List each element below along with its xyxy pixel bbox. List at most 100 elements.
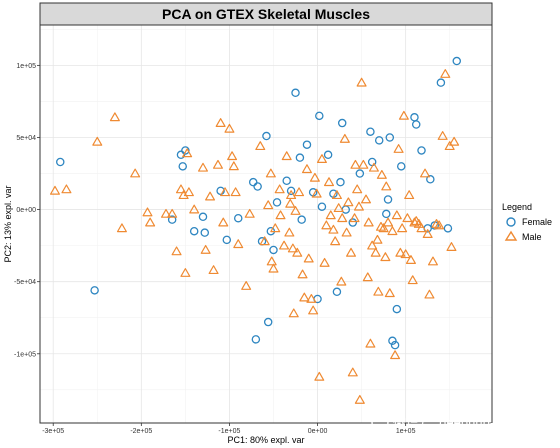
male-point	[309, 172, 320, 182]
male-point	[308, 305, 319, 315]
male-point	[268, 263, 279, 273]
female-point	[426, 175, 435, 184]
male-point	[422, 229, 433, 238]
male-point	[285, 198, 296, 208]
male-point	[407, 275, 418, 285]
female-point	[181, 146, 190, 155]
watermark-text: 微信号: deephub-imba	[393, 415, 523, 430]
male-point	[167, 208, 178, 218]
male-point	[427, 256, 438, 266]
male-point	[218, 217, 229, 227]
female-point	[198, 212, 208, 222]
male-point	[405, 255, 416, 264]
male-point	[347, 367, 358, 377]
x-axis-label: PC1: 80% expl. var	[227, 435, 304, 445]
male-point	[189, 204, 200, 214]
watermark: 微信号: deephub-imba	[371, 413, 523, 431]
male-point	[375, 221, 386, 231]
male-point	[182, 148, 193, 158]
y-tick-label: 0e+00	[16, 207, 36, 214]
male-point	[330, 236, 341, 246]
series-female-points	[56, 56, 462, 350]
female-point	[388, 336, 397, 346]
male-point	[178, 190, 189, 200]
male-point	[198, 162, 209, 172]
chart-title: PCA on GTEX Skeletal Muscles	[162, 6, 370, 22]
male-point	[145, 217, 156, 227]
male-point	[331, 190, 342, 200]
male-point	[352, 184, 363, 194]
female-point	[282, 176, 291, 185]
male-point	[49, 185, 60, 195]
male-point	[208, 265, 219, 275]
plot-panel-border	[39, 24, 493, 424]
male-point	[376, 169, 387, 179]
legend: Legend Female Male	[502, 202, 552, 242]
male-point	[142, 207, 153, 217]
male-point	[358, 159, 369, 169]
male-point	[286, 190, 297, 200]
male-point	[397, 223, 408, 233]
female-point	[317, 202, 327, 211]
male-point	[265, 168, 276, 178]
male-point	[266, 256, 277, 266]
male-point	[130, 168, 141, 178]
male-point	[270, 223, 281, 233]
male-point	[314, 371, 325, 381]
y-axis-ticks: -1e+05 -5e+04 0e+00 5e+04 1e+05	[14, 63, 40, 358]
female-point	[443, 224, 453, 233]
male-point	[346, 247, 357, 257]
male-point	[220, 187, 231, 197]
male-point	[299, 292, 310, 302]
male-point	[434, 220, 445, 230]
male-point	[372, 234, 383, 244]
legend-female-label: Female	[522, 217, 552, 227]
female-point	[167, 215, 177, 224]
male-point	[402, 213, 413, 223]
male-point	[353, 201, 364, 211]
male-point	[339, 133, 350, 143]
grid-lines	[40, 25, 492, 423]
female-point	[315, 111, 324, 121]
male-point	[259, 236, 270, 246]
male-point	[316, 154, 327, 164]
male-point	[200, 244, 211, 254]
male-point	[400, 249, 411, 259]
female-point	[348, 218, 358, 227]
female-point	[263, 317, 273, 327]
male-point	[387, 226, 398, 236]
female-point	[323, 150, 333, 160]
male-point	[343, 197, 354, 207]
x-tick-label: 0e+00	[308, 428, 328, 435]
y-tick-label: 5e+04	[16, 135, 36, 142]
male-point	[381, 181, 392, 191]
female-point	[302, 140, 312, 149]
male-point	[440, 69, 451, 78]
x-tick-label: -1e+05	[218, 428, 240, 435]
male-point	[413, 219, 424, 228]
male-point	[349, 213, 360, 223]
male-point	[437, 131, 448, 140]
male-point	[337, 213, 348, 223]
male-point	[328, 224, 339, 234]
male-point	[227, 151, 238, 161]
male-point	[363, 217, 374, 227]
male-point	[287, 243, 298, 253]
female-point	[411, 120, 421, 129]
y-tick-label: -5e+04	[14, 279, 36, 286]
male-point	[416, 223, 427, 233]
male-point	[263, 200, 274, 210]
male-point	[180, 268, 191, 277]
male-point	[306, 293, 317, 303]
male-point	[380, 252, 391, 262]
male-point	[350, 159, 361, 169]
male-point	[321, 220, 332, 230]
male-point	[284, 227, 295, 237]
female-point	[262, 131, 271, 141]
male-point	[92, 136, 103, 146]
male-point	[183, 187, 194, 197]
male-point	[365, 338, 376, 348]
male-point	[224, 123, 235, 133]
male-point	[171, 246, 182, 256]
male-point	[255, 141, 266, 151]
